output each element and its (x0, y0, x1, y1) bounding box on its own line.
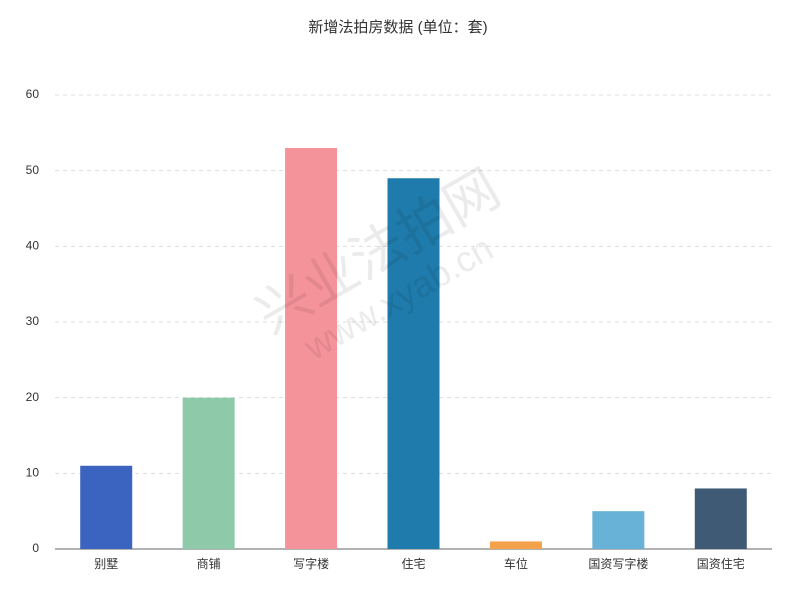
x-tick-label: 国资写字楼 (588, 556, 648, 571)
x-tick-label: 商铺 (197, 556, 221, 571)
y-tick-label: 10 (26, 466, 40, 480)
x-tick-label: 别墅 (94, 557, 118, 571)
x-tick-label: 写字楼 (293, 556, 329, 571)
x-tick-label: 国资住宅 (697, 556, 745, 571)
y-tick-label: 50 (26, 163, 40, 177)
bar (182, 397, 235, 549)
bar (285, 147, 338, 549)
chart-title: 新增法拍房数据 (单位：套) (308, 19, 487, 36)
bar (80, 465, 133, 549)
y-tick-label: 30 (26, 314, 40, 328)
x-tick-label: 住宅 (401, 556, 425, 571)
y-tick-label: 20 (26, 390, 40, 404)
bar (489, 541, 542, 549)
bar (592, 511, 645, 549)
y-tick-label: 40 (26, 239, 40, 253)
y-tick-label: 0 (32, 541, 39, 555)
bar (387, 178, 440, 549)
bar (694, 488, 747, 549)
x-tick-label: 车位 (504, 556, 528, 571)
y-tick-label: 60 (26, 87, 40, 101)
